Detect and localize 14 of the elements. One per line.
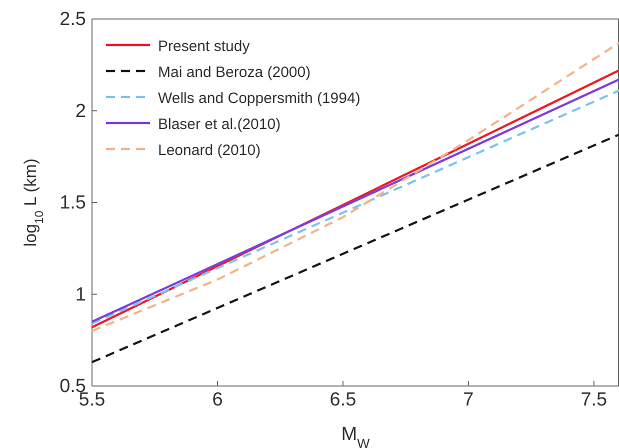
x-tick-label: 7.5: [580, 389, 608, 410]
legend-label: Blaser et al.(2010): [158, 116, 281, 133]
y-tick-label: 2.5: [60, 9, 86, 30]
x-tick-label: 6: [212, 389, 223, 410]
x-tick-label: 6.5: [330, 389, 356, 410]
y-tick-label: 2: [75, 100, 86, 122]
legend-label: Present study: [158, 38, 250, 55]
x-tick-label: 7: [463, 389, 474, 410]
y-tick-label: 1.5: [60, 192, 86, 214]
legend-label: Leonard (2010): [158, 142, 261, 159]
x-axis-title: M$_{W}$: [341, 424, 370, 448]
legend-label: Wells and Coppersmith (1994): [158, 90, 360, 107]
y-tick-label: 1: [75, 284, 86, 306]
legend-label: Mai and Beroza (2000): [158, 64, 311, 81]
